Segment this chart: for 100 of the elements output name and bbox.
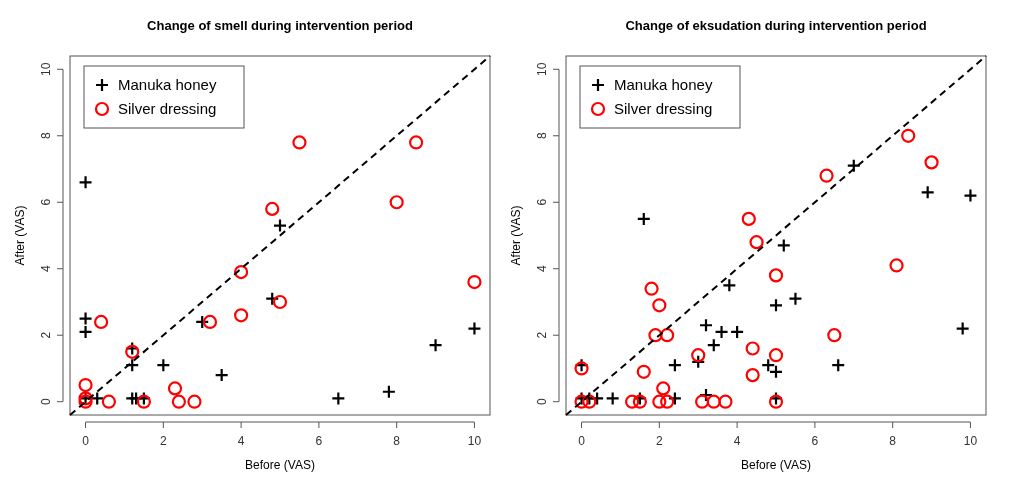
point — [706, 338, 721, 353]
x-tick-label: 8 — [889, 434, 897, 448]
point — [768, 298, 784, 313]
legend-label: Manuka honey — [118, 76, 217, 93]
y-axis-title: After (VAS) — [13, 205, 27, 266]
point — [202, 314, 218, 330]
point — [428, 338, 443, 353]
legend-label: Manuka honey — [614, 76, 713, 93]
point — [605, 391, 620, 406]
point — [590, 391, 605, 406]
point — [187, 394, 202, 409]
chart-title: Change of smell during intervention period — [147, 18, 413, 33]
point — [788, 291, 803, 306]
x-tick-label: 2 — [159, 434, 167, 448]
point — [94, 314, 109, 330]
point — [741, 211, 756, 226]
point — [698, 387, 714, 403]
point — [660, 328, 675, 343]
y-tick-label: 8 — [39, 132, 53, 140]
x-tick-label: 4 — [237, 434, 245, 448]
point — [722, 278, 737, 293]
point — [831, 358, 846, 373]
point — [167, 381, 183, 396]
point — [331, 391, 346, 406]
point — [125, 358, 140, 373]
point — [78, 377, 93, 393]
point — [924, 155, 939, 170]
point — [292, 135, 307, 150]
x-axis-title: Before (VAS) — [245, 458, 315, 472]
x-tick-label: 4 — [733, 434, 741, 448]
point — [889, 258, 904, 273]
x-tick-label: 2 — [655, 434, 663, 448]
point — [695, 394, 710, 409]
y-tick-label: 4 — [535, 265, 549, 273]
y-tick-label: 10 — [39, 62, 53, 76]
point — [920, 185, 935, 200]
point — [171, 394, 186, 409]
x-tick-label: 6 — [811, 434, 819, 448]
point — [636, 364, 651, 379]
y-tick-label: 4 — [39, 265, 53, 273]
point — [234, 264, 249, 280]
y-tick-label: 6 — [535, 198, 549, 206]
point — [648, 328, 663, 343]
point — [718, 394, 733, 409]
point — [644, 281, 659, 296]
chart-title: Change of eksudation during intervention period — [625, 18, 927, 33]
point — [706, 394, 721, 409]
point — [78, 175, 93, 190]
point — [846, 158, 861, 173]
point — [467, 321, 482, 336]
y-tick-label: 0 — [39, 398, 53, 406]
point — [660, 394, 675, 409]
point — [901, 128, 916, 143]
y-tick-label: 0 — [535, 398, 549, 406]
point — [667, 391, 682, 406]
y-tick-label: 2 — [535, 331, 549, 339]
point — [156, 358, 171, 373]
point — [955, 321, 970, 336]
point — [409, 135, 424, 150]
x-axis-title: Before (VAS) — [741, 458, 811, 472]
x-tick-label: 8 — [393, 434, 401, 448]
point — [691, 354, 706, 369]
point — [667, 358, 682, 373]
point — [749, 235, 764, 250]
point — [265, 291, 280, 306]
point — [776, 238, 791, 253]
y-tick-label: 10 — [535, 62, 549, 76]
x-tick-label: 6 — [315, 434, 323, 448]
point — [963, 188, 978, 203]
y-axis-title: After (VAS) — [509, 205, 523, 266]
point — [625, 394, 640, 409]
point — [745, 368, 760, 383]
point — [636, 211, 651, 226]
point — [691, 348, 706, 363]
legend-label: Silver dressing — [614, 100, 713, 117]
point — [90, 391, 105, 406]
y-tick-label: 2 — [39, 331, 53, 339]
x-tick-label: 0 — [82, 434, 90, 448]
x-tick-label: 10 — [963, 434, 978, 448]
point — [745, 341, 760, 356]
point — [698, 318, 714, 333]
point — [819, 168, 834, 183]
point — [272, 218, 288, 233]
point — [272, 294, 288, 310]
point — [214, 368, 229, 383]
point — [195, 314, 210, 330]
point — [714, 324, 729, 339]
point — [78, 311, 93, 326]
point — [768, 348, 784, 363]
x-tick-label: 10 — [467, 434, 482, 448]
point — [381, 384, 396, 399]
point — [467, 274, 482, 290]
point — [652, 394, 667, 409]
point — [827, 328, 842, 343]
point — [234, 308, 249, 323]
point — [730, 324, 745, 339]
point — [652, 298, 667, 313]
y-tick-label: 8 — [535, 132, 549, 140]
legend-label: Silver dressing — [118, 100, 217, 117]
y-tick-label: 6 — [39, 198, 53, 206]
